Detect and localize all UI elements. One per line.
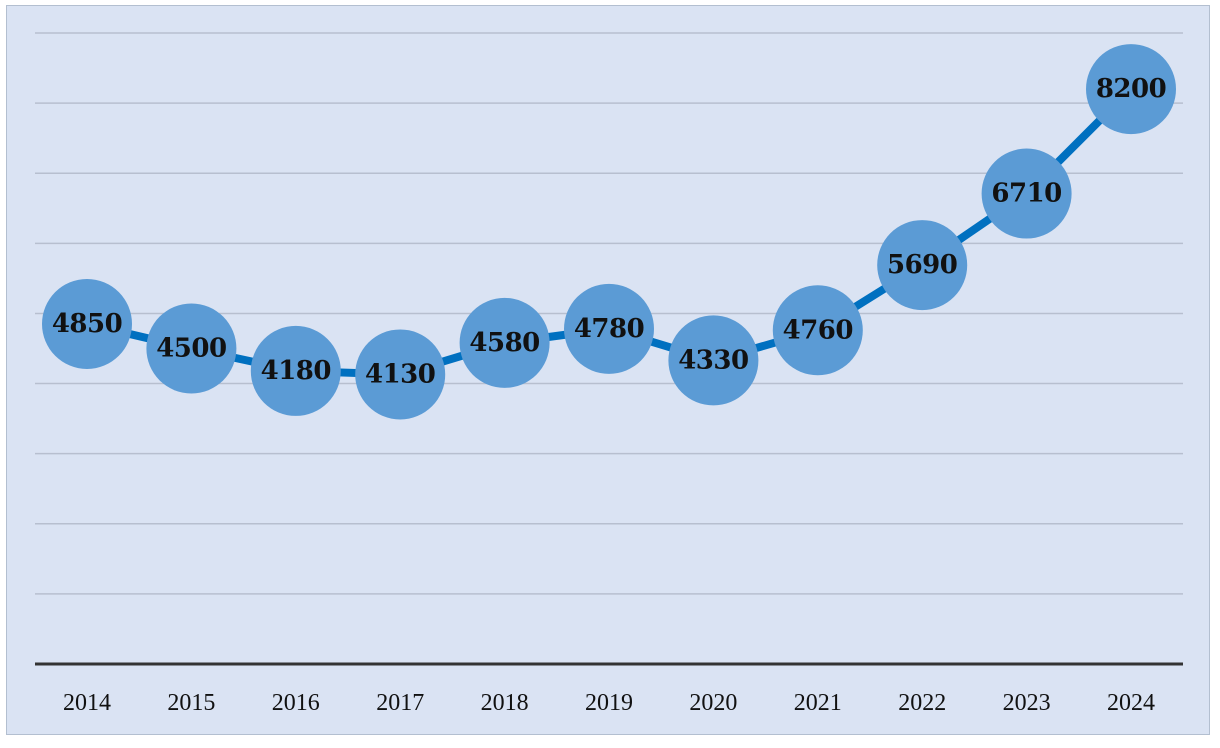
x-tick-label: 2016 bbox=[272, 690, 320, 716]
data-point-marker bbox=[564, 283, 654, 374]
x-tick-label: 2014 bbox=[63, 690, 111, 716]
data-point-marker bbox=[355, 329, 446, 420]
data-label: 4180 bbox=[261, 356, 331, 386]
x-tick-label: 2022 bbox=[898, 690, 946, 716]
data-label: 8200 bbox=[1096, 74, 1166, 104]
data-label: 4850 bbox=[52, 309, 122, 339]
data-point-marker bbox=[459, 297, 550, 388]
data-label: 5690 bbox=[887, 250, 957, 280]
data-point-marker bbox=[146, 303, 237, 394]
data-label: 4330 bbox=[678, 345, 748, 375]
x-tick-label: 2018 bbox=[481, 690, 529, 716]
data-point-marker bbox=[772, 285, 863, 376]
x-tick-label: 2020 bbox=[689, 690, 737, 716]
x-tick-label: 2015 bbox=[167, 690, 215, 716]
data-label: 6710 bbox=[991, 179, 1061, 209]
data-label: 4780 bbox=[574, 314, 644, 344]
data-label: 4580 bbox=[469, 328, 539, 358]
data-label: 4130 bbox=[365, 359, 435, 389]
x-tick-label: 2023 bbox=[1003, 690, 1051, 716]
x-tick-label: 2019 bbox=[585, 690, 633, 716]
data-point-marker bbox=[250, 325, 341, 416]
data-label: 4760 bbox=[783, 315, 853, 345]
x-tick-label: 2024 bbox=[1107, 690, 1155, 716]
data-point-marker bbox=[981, 148, 1072, 239]
data-point-marker bbox=[877, 220, 968, 311]
data-point-marker bbox=[668, 315, 759, 406]
data-label: 4500 bbox=[156, 334, 226, 364]
data-point-marker bbox=[1086, 44, 1176, 135]
x-tick-label: 2021 bbox=[794, 690, 842, 716]
data-point-marker bbox=[42, 278, 132, 369]
x-tick-label: 2017 bbox=[376, 690, 424, 716]
